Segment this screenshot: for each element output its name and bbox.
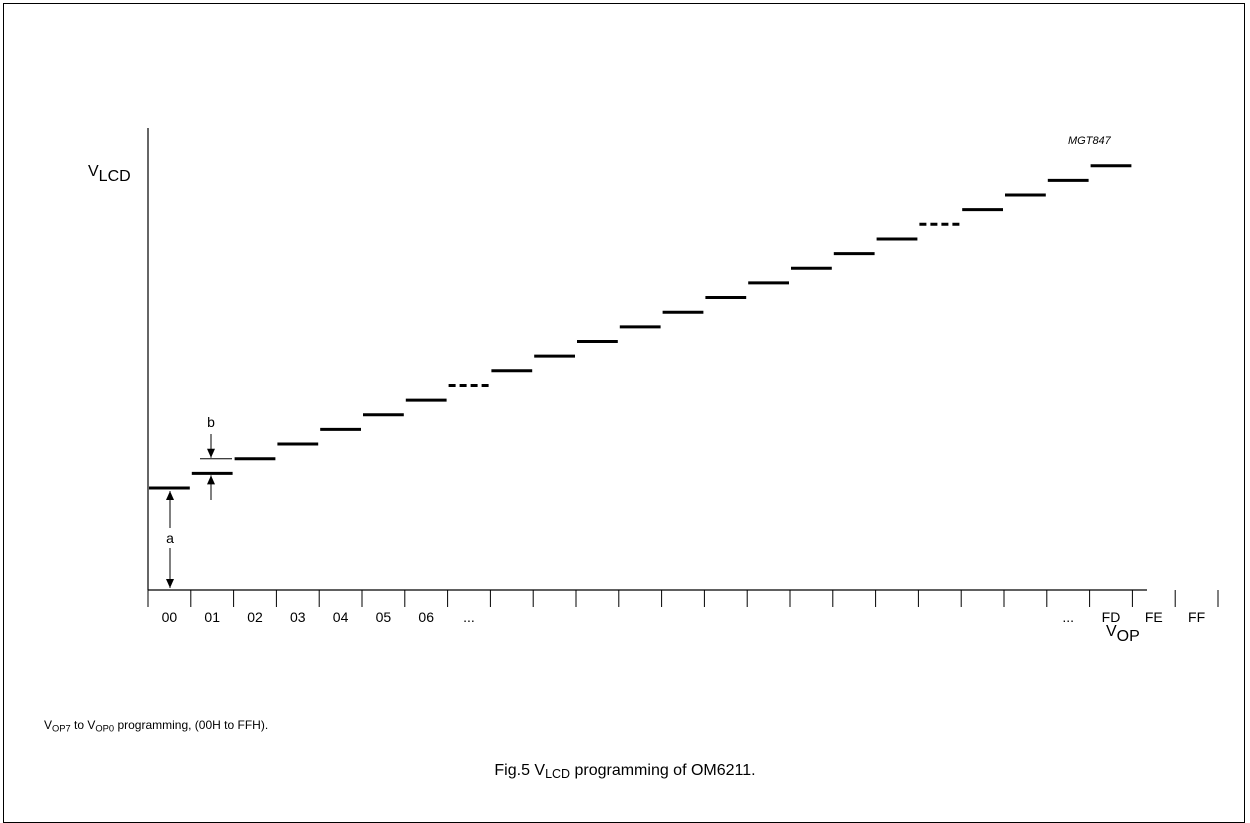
x-tick-label: 00 — [162, 609, 178, 625]
offset-arrow-up — [166, 491, 174, 500]
x-tick-label: FF — [1188, 609, 1205, 625]
figure-caption: Fig.5 VLCD programming of OM6211. — [494, 762, 756, 782]
x-tick-label: ... — [463, 609, 475, 625]
x-tick-label: 02 — [247, 609, 263, 625]
x-axis-label: VOP — [1106, 623, 1140, 645]
x-tick-label: 01 — [204, 609, 220, 625]
x-tick-label: 06 — [418, 609, 434, 625]
step-arrow-up — [207, 475, 215, 485]
offset-label: a — [166, 530, 174, 546]
figure-id: MGT847 — [1068, 135, 1112, 147]
x-tick-label: 05 — [376, 609, 392, 625]
x-tick-label: FE — [1145, 609, 1163, 625]
y-axis-label: VLCD — [88, 163, 131, 185]
step-arrow-down — [207, 448, 215, 458]
x-tick-label: 04 — [333, 609, 349, 625]
offset-arrow-down — [166, 579, 174, 588]
programming-note: VOP7 to VOP0 programming, (00H to FFH). — [44, 718, 269, 734]
x-tick-label: 03 — [290, 609, 306, 625]
step-label: b — [207, 414, 215, 430]
x-tick-label: ... — [1062, 609, 1074, 625]
x-tick-label: FD — [1102, 609, 1121, 625]
